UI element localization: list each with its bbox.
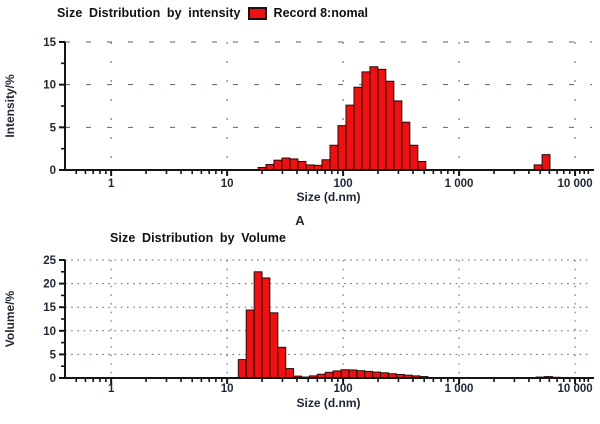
histogram-bar [332, 370, 342, 379]
histogram-bar [321, 159, 331, 171]
y-axis-label: Volume/% [3, 290, 17, 347]
histogram-bar [348, 369, 358, 379]
svg-text:10: 10 [221, 178, 234, 190]
y-axis-label: Intensity/% [3, 74, 17, 138]
intensity-histogram: 0 5 10 15 1 10 100 1 000 10 000 Size (d.nm) Intens… [3, 37, 594, 204]
histogram-bar [385, 80, 395, 171]
histogram-bar [377, 68, 387, 171]
histogram-bar [340, 369, 350, 379]
histogram-bar [337, 125, 347, 171]
svg-text:15: 15 [43, 37, 56, 49]
intensity-chart-title: Size Distribution by intensity [57, 6, 241, 20]
svg-text:1: 1 [108, 383, 115, 395]
x-axis-label: Size (d.nm) [296, 396, 360, 410]
histogram-bar [281, 157, 291, 171]
svg-text:100: 100 [334, 383, 353, 395]
histogram-bar [277, 346, 287, 379]
histogram-bar [401, 121, 411, 171]
histogram-bar [289, 158, 299, 171]
histogram-bar [269, 312, 279, 379]
svg-text:10 000: 10 000 [557, 383, 592, 395]
histogram-bar [353, 86, 363, 171]
svg-text:10: 10 [43, 80, 56, 92]
volume-chart-title: Size Distribution by Volume [110, 231, 287, 245]
svg-text:15: 15 [43, 302, 56, 314]
legend-record-label: Record 8:nomal [273, 6, 369, 20]
histogram-bar [237, 359, 247, 379]
panel-a-label: A [295, 213, 305, 228]
svg-text:10 000: 10 000 [557, 178, 592, 190]
legend-swatch-icon [247, 6, 267, 20]
histogram-bar [409, 144, 419, 171]
svg-text:100: 100 [334, 178, 353, 190]
svg-text:1 000: 1 000 [445, 383, 474, 395]
svg-text:10: 10 [221, 383, 234, 395]
histogram-bar [361, 71, 371, 171]
histogram-bar [417, 160, 427, 171]
svg-text:0: 0 [50, 373, 56, 385]
histogram-bar [541, 154, 551, 171]
svg-text:5: 5 [50, 349, 57, 361]
histogram-bar [369, 66, 379, 171]
histogram-bar [345, 104, 355, 171]
histogram-bar [273, 159, 283, 171]
histogram-bar [261, 277, 271, 379]
histogram-bar [329, 144, 339, 171]
intensity-chart-header: Size Distribution by intensity Record 8:… [57, 6, 368, 20]
histogram-bar [297, 160, 307, 171]
volume-chart-header: Size Distribution by Volume [110, 231, 286, 245]
svg-text:1 000: 1 000 [445, 178, 474, 190]
histogram-bar [285, 368, 295, 379]
histogram-bar [253, 271, 263, 379]
svg-text:10: 10 [43, 326, 56, 338]
histogram-bar [393, 100, 403, 171]
histogram-bar [245, 309, 255, 379]
svg-text:20: 20 [43, 279, 56, 291]
histogram-bar [356, 370, 366, 379]
svg-text:0: 0 [50, 165, 56, 177]
svg-text:25: 25 [43, 255, 56, 267]
svg-text:5: 5 [50, 122, 57, 134]
volume-histogram: 0 5 10 15 20 25 1 10 100 1 000 10 000 Size (d.nm) Vo… [3, 255, 594, 410]
svg-text:1: 1 [108, 178, 115, 190]
x-axis-label: Size (d.nm) [296, 190, 360, 204]
